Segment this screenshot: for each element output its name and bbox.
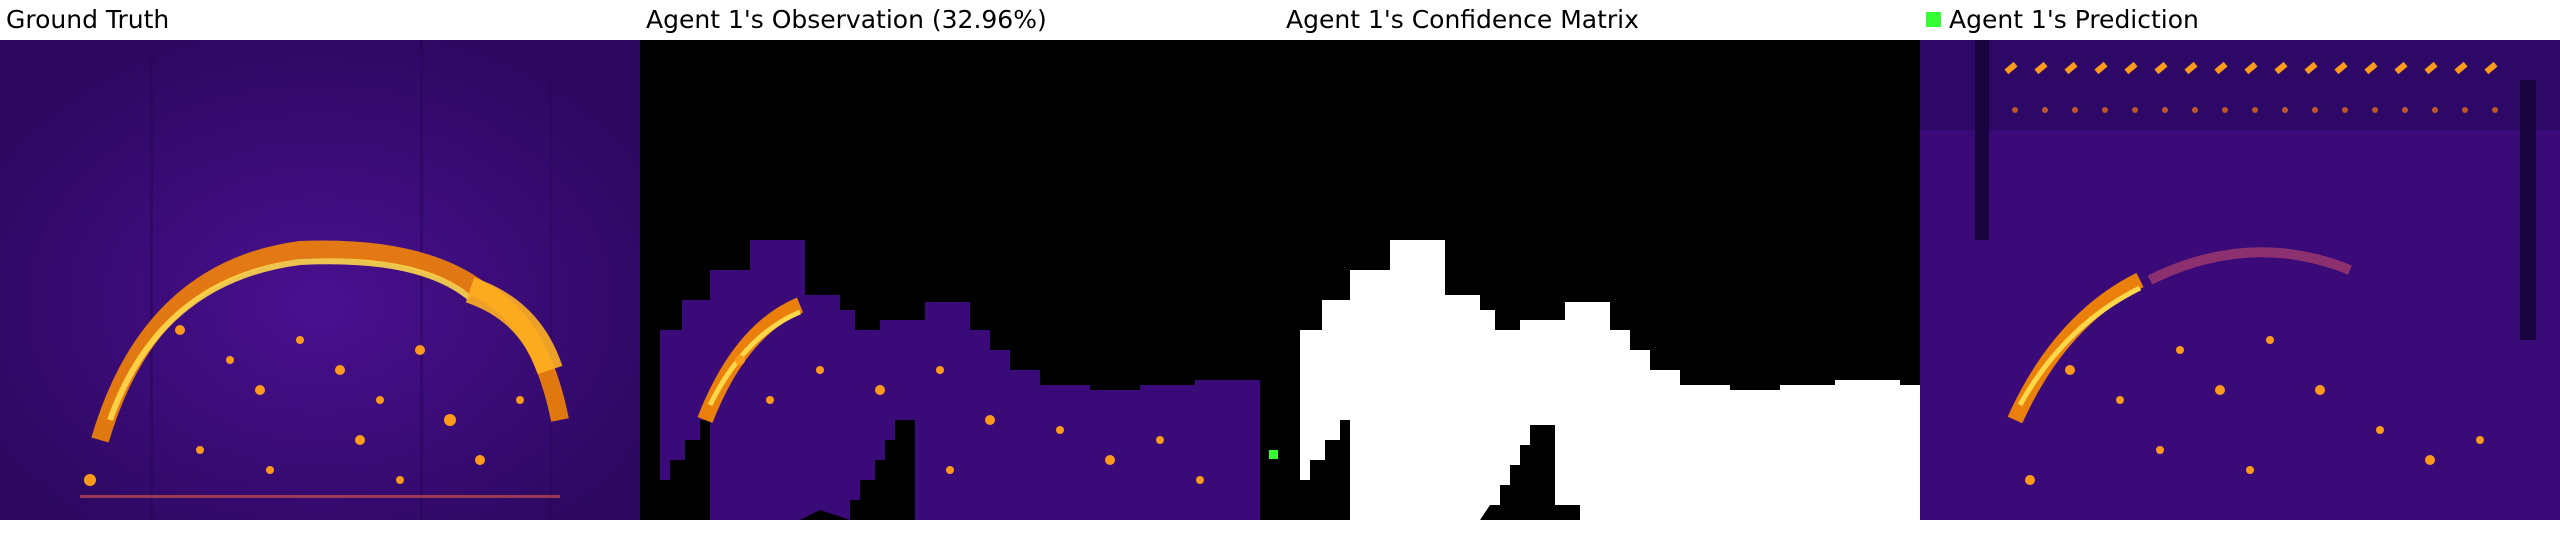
panel-title: Agent 1's Observation (32.96%): [646, 5, 1047, 34]
agent-legend-swatch: [1926, 11, 1941, 27]
observation-image: [640, 40, 1280, 520]
panel-title: Ground Truth: [6, 5, 170, 34]
ground-truth-image: [0, 40, 640, 520]
panel-prediction: Agent 1's Prediction: [1920, 0, 2560, 520]
panel-ground-truth: Ground Truth: [0, 0, 640, 520]
panel-title-text: Agent 1's Prediction: [1949, 5, 2199, 34]
panel-title: Agent 1's Confidence Matrix: [1286, 5, 1639, 34]
confidence-matrix-image: [1280, 40, 1920, 520]
agent-marker: [1269, 450, 1278, 459]
prediction-image: [1920, 40, 2560, 520]
panel-confidence-matrix: Agent 1's Confidence Matrix: [1280, 0, 1920, 520]
panel-title: Agent 1's Prediction: [1926, 2, 2199, 38]
panel-observation: Agent 1's Observation (32.96%): [640, 0, 1280, 520]
